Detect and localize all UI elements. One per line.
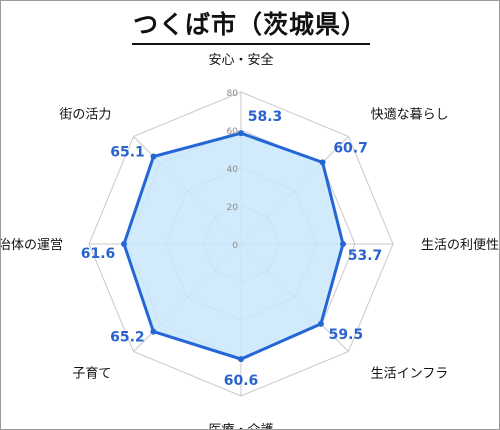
data-point-2	[340, 241, 346, 247]
data-point-0	[238, 130, 244, 137]
data-point-6	[121, 241, 127, 247]
axis-label-3: 生活インフラ	[371, 367, 449, 382]
value-label-3: 59.5	[329, 327, 364, 343]
axis-label-4: 医療・介護	[208, 422, 273, 429]
chart-title: つくば市（茨城県）	[132, 10, 367, 39]
value-label-2: 53.7	[348, 248, 383, 264]
data-point-7	[150, 153, 157, 160]
value-label-4: 60.6	[224, 373, 259, 389]
axis-label-1: 快適な暮らし	[371, 106, 449, 122]
axis-label-0: 安心・安全	[208, 52, 273, 68]
tick-label-0: 0	[232, 241, 238, 251]
title-underline	[132, 43, 370, 45]
axis-label-5: 子育て	[72, 366, 111, 382]
axis-label-6: 自治体の運営	[1, 238, 63, 253]
tick-label-20: 20	[227, 203, 239, 213]
data-point-4	[238, 356, 244, 363]
data-point-5	[150, 328, 157, 335]
axis-label-2: 生活の利便性	[421, 238, 499, 253]
value-label-5: 65.2	[110, 330, 145, 346]
value-label-0: 58.3	[248, 109, 283, 125]
axis-label-7: 街の活力	[59, 107, 111, 122]
value-label-1: 60.7	[333, 140, 368, 156]
value-label-7: 65.1	[110, 145, 145, 161]
data-point-1	[319, 159, 326, 166]
data-point-3	[317, 320, 324, 327]
tick-label-80: 80	[227, 89, 239, 99]
tick-label-40: 40	[227, 165, 239, 175]
tick-label-60: 60	[227, 127, 239, 137]
value-label-6: 61.6	[81, 246, 116, 262]
